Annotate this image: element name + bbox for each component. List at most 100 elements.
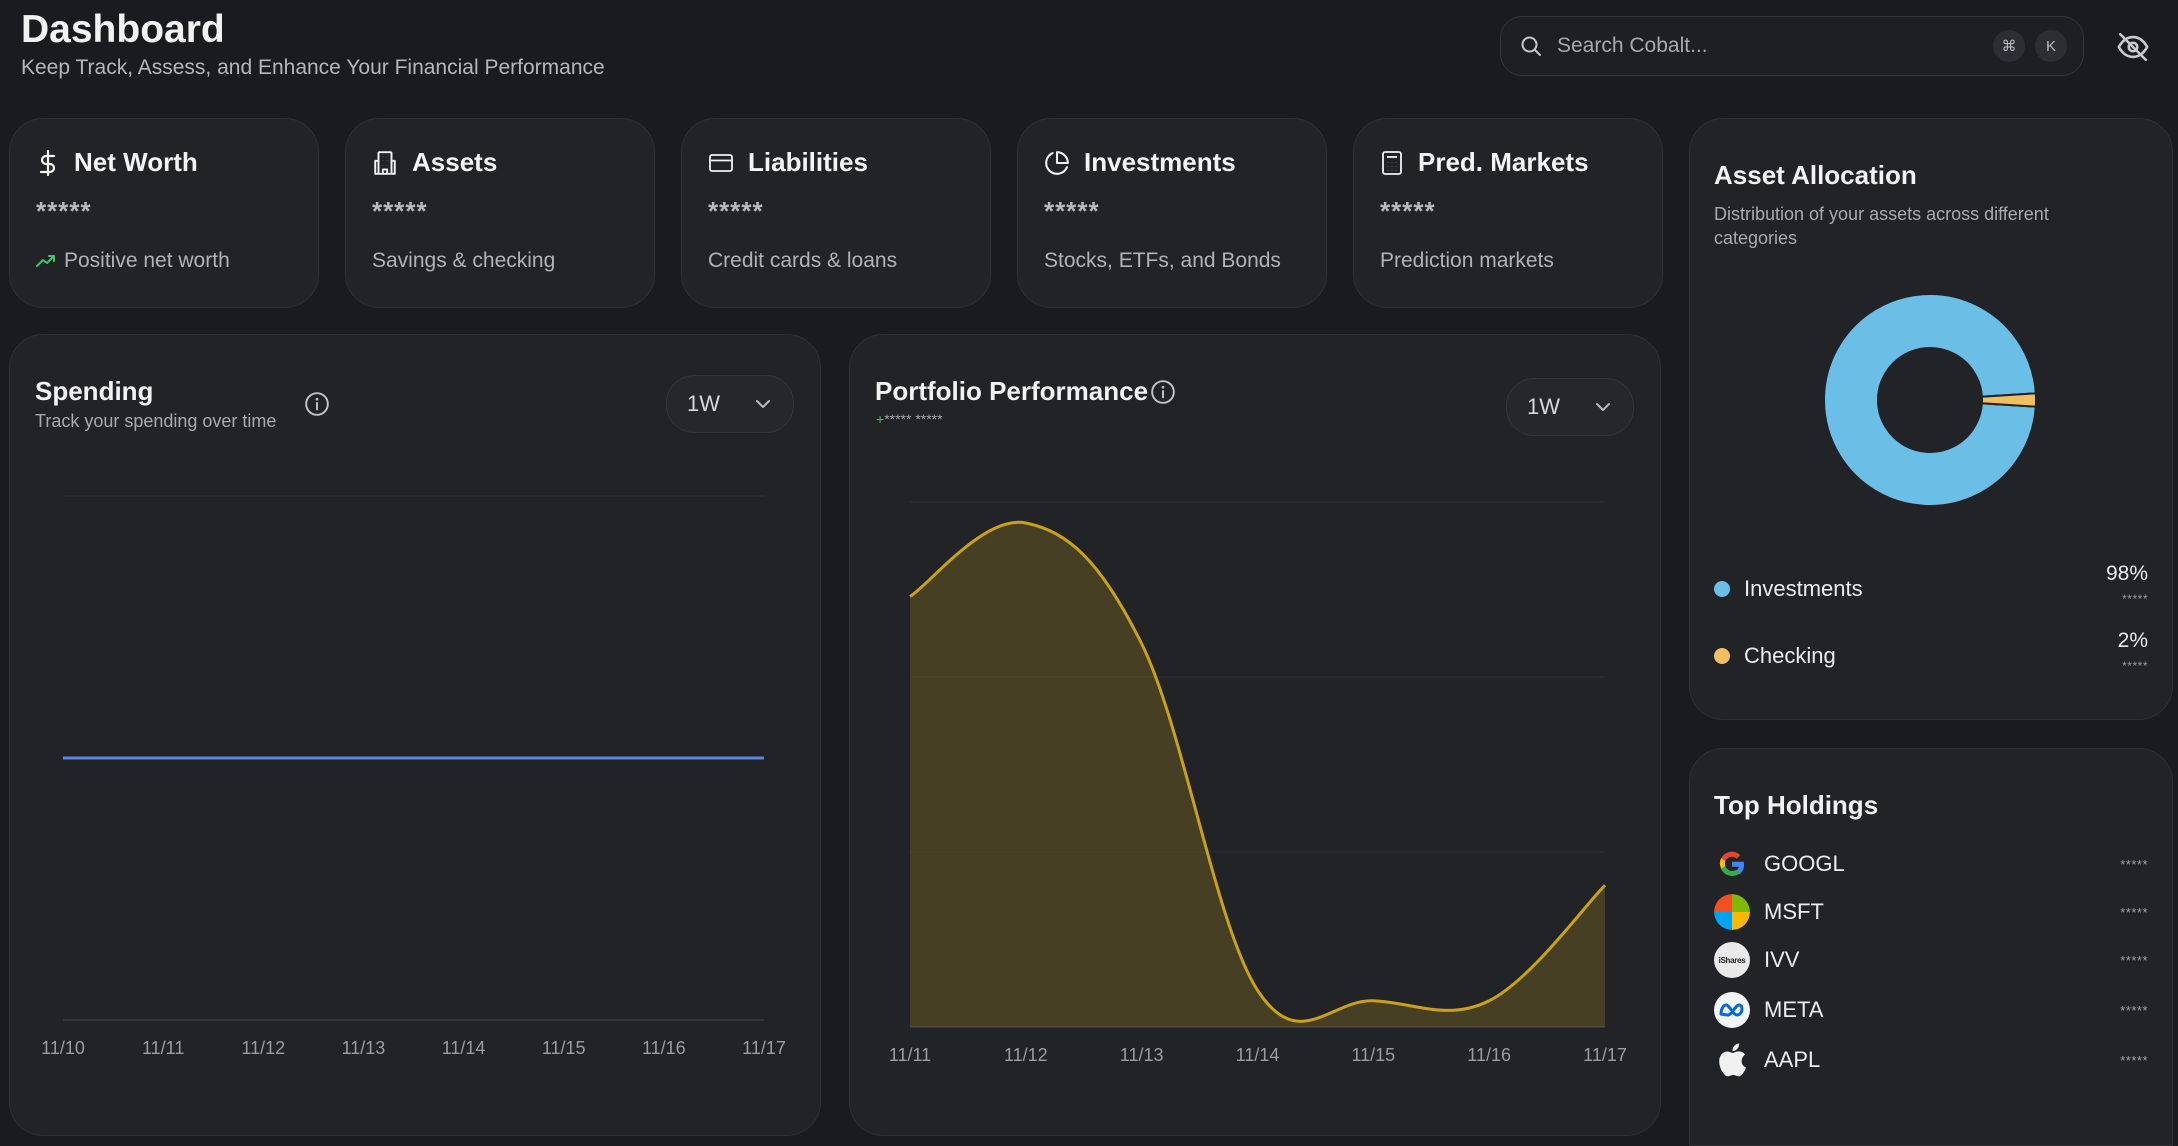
credit-card-icon: [709, 153, 733, 172]
stat-description: Prediction markets: [1380, 249, 1554, 272]
range-value: 1W: [1527, 394, 1560, 419]
spending-card: [9, 334, 821, 1136]
shortcut-key-cmd: ⌘: [1993, 30, 2025, 62]
x-tick-label: 11/13: [1120, 1045, 1164, 1065]
holding-amount: *****: [2120, 856, 2148, 872]
legend-dot: [1714, 581, 1730, 597]
allocation-title: Asset Allocation: [1714, 160, 1917, 190]
stat-value: *****: [36, 196, 92, 226]
stat-description: Savings & checking: [372, 249, 556, 272]
portfolio-series-line: [909, 520, 1607, 1023]
ishares-logo-icon: iShares: [1714, 942, 1750, 978]
stat-description: Stocks, ETFs, and Bonds: [1044, 249, 1281, 272]
x-tick-label: 11/11: [889, 1045, 931, 1065]
x-tick-label: 11/15: [1351, 1045, 1395, 1065]
portfolio-chart: 11/11 11/12 11/13 11/14 11/15 11/16 11/17: [889, 501, 1627, 1065]
allocation-donut-chart: [1823, 293, 2038, 507]
stat-title: Assets: [412, 147, 498, 177]
x-tick-label: 11/14: [1236, 1045, 1280, 1065]
stat-value: *****: [1380, 196, 1436, 226]
search-icon: [1521, 36, 1541, 56]
legend-amount: *****: [2122, 659, 2148, 673]
stat-value: *****: [372, 196, 428, 226]
chevron-down-icon: [756, 400, 770, 408]
chevron-down-icon: [1596, 403, 1610, 411]
portfolio-card: [849, 334, 1661, 1136]
x-tick-label: 11/16: [642, 1038, 686, 1058]
spending-range-select[interactable]: 1W: [666, 375, 794, 433]
stat-card-liabilities[interactable]: Liabilities ***** Credit cards & loans: [681, 118, 991, 308]
stat-title: Net Worth: [74, 147, 198, 177]
holding-amount: *****: [2120, 1052, 2148, 1068]
holding-symbol: IVV: [1764, 947, 1800, 972]
calculator-icon: [1382, 150, 1402, 175]
page-subtitle: Keep Track, Assess, and Enhance Your Fin…: [21, 56, 605, 79]
legend-percent: 2%: [2117, 629, 2148, 652]
holding-amount: *****: [2120, 952, 2148, 968]
spending-title: Spending: [35, 376, 154, 406]
legend-name: Investments: [1744, 576, 1863, 601]
spending-chart: 11/10 11/11 11/12 11/13 11/14 11/15 11/16 11/17: [41, 495, 786, 1058]
holding-amount: *****: [2120, 904, 2148, 920]
stat-description: Credit cards & loans: [708, 249, 898, 272]
legend-percent: 98%: [2105, 562, 2148, 585]
range-value: 1W: [687, 391, 720, 416]
microsoft-logo-icon: [1714, 894, 1750, 930]
stat-description: Positive net worth: [36, 249, 292, 273]
meta-logo-icon: [1714, 992, 1750, 1028]
legend-item-checking: Checking 2% *****: [1714, 629, 2148, 679]
spending-subtitle: Track your spending over time: [35, 411, 277, 431]
portfolio-title: Portfolio Performance: [875, 376, 1149, 406]
x-tick-label: 11/13: [342, 1038, 386, 1058]
holding-row-googl[interactable]: GOOGL *****: [1714, 844, 2148, 884]
holding-row-msft[interactable]: MSFT *****: [1714, 892, 2148, 932]
holding-symbol: AAPL: [1764, 1047, 1821, 1072]
change-sign: +: [876, 411, 885, 427]
stat-card-pred-markets[interactable]: Pred. Markets ***** Prediction markets: [1353, 118, 1663, 308]
stat-card-net-worth[interactable]: Net Worth ***** Positive net worth: [9, 118, 319, 308]
donut-slice-investments[interactable]: [1823, 293, 2037, 507]
holding-row-ivv[interactable]: iShares IVV *****: [1714, 940, 2148, 980]
stat-title: Liabilities: [748, 147, 868, 177]
asset-allocation-card: [1689, 118, 2173, 720]
building-icon: [374, 150, 396, 175]
stat-value: *****: [1044, 196, 1100, 226]
holding-row-meta[interactable]: META *****: [1714, 990, 2148, 1030]
holdings-title: Top Holdings: [1714, 790, 1879, 820]
trending-up-icon: [36, 255, 55, 267]
x-tick-label: 11/10: [41, 1038, 85, 1058]
page-title: Dashboard: [21, 8, 225, 51]
legend-amount: *****: [2122, 592, 2148, 606]
eye-off-icon: [2117, 32, 2149, 62]
x-tick-label: 11/17: [742, 1038, 786, 1058]
donut-slice-checking[interactable]: [1980, 392, 2038, 408]
apple-logo-icon: [1714, 1042, 1750, 1078]
dollar-icon: [39, 149, 56, 176]
info-icon[interactable]: [1150, 379, 1176, 405]
top-holdings-card: [1689, 748, 2173, 1146]
legend-item-investments: Investments 98% *****: [1714, 562, 2148, 612]
legend-dot: [1714, 648, 1730, 664]
hide-values-button[interactable]: [2116, 30, 2150, 64]
search-input[interactable]: [1557, 34, 1983, 58]
holding-symbol: GOOGL: [1764, 851, 1845, 876]
stat-value: *****: [708, 196, 764, 226]
info-icon[interactable]: [304, 391, 330, 417]
x-tick-label: 11/17: [1583, 1045, 1627, 1065]
pie-chart-icon: [1045, 150, 1069, 175]
x-tick-label: 11/14: [442, 1038, 486, 1058]
allocation-subtitle: Distribution of your assets across diffe…: [1714, 204, 2049, 248]
x-tick-label: 11/11: [142, 1038, 184, 1058]
portfolio-range-select[interactable]: 1W: [1506, 378, 1634, 436]
portfolio-change: +***** *****: [876, 411, 943, 427]
holding-row-aapl[interactable]: AAPL *****: [1714, 1040, 2148, 1080]
search-bar[interactable]: ⌘ K: [1500, 16, 2084, 76]
portfolio-area-fill: [910, 522, 1605, 1027]
stat-card-investments[interactable]: Investments ***** Stocks, ETFs, and Bond…: [1017, 118, 1327, 308]
shortcut-key-k: K: [2035, 30, 2067, 62]
x-tick-label: 11/12: [241, 1038, 285, 1058]
x-tick-label: 11/12: [1004, 1045, 1048, 1065]
holding-amount: *****: [2120, 1002, 2148, 1018]
google-logo-icon: [1714, 846, 1750, 882]
stat-card-assets[interactable]: Assets ***** Savings & checking: [345, 118, 655, 308]
